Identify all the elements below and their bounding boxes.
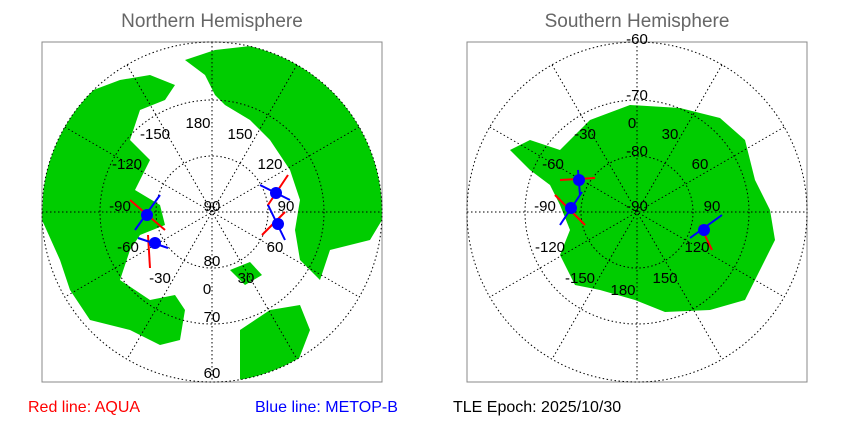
grid-label: -150 bbox=[140, 126, 170, 143]
grid-label: -60 bbox=[626, 31, 648, 48]
grid-label: 70 bbox=[204, 309, 221, 326]
grid-label: 180 bbox=[610, 282, 635, 299]
grid-label: 60 bbox=[692, 156, 709, 173]
grid-meridian bbox=[551, 64, 723, 360]
grid-label: -60 bbox=[117, 239, 139, 256]
grid-label: 120 bbox=[257, 156, 282, 173]
legend-metop: Blue line: METOP-B bbox=[255, 399, 398, 416]
grid-label: 150 bbox=[652, 270, 677, 287]
grid-label: 30 bbox=[662, 126, 679, 143]
grid-circle bbox=[99, 99, 325, 325]
grid-label: -30 bbox=[574, 126, 596, 143]
grid-label: -150 bbox=[565, 270, 595, 287]
land bbox=[510, 105, 775, 312]
grid-meridian bbox=[64, 126, 360, 298]
grid-circle bbox=[524, 99, 750, 325]
grid-label: -120 bbox=[112, 156, 142, 173]
grid-label: 150 bbox=[227, 126, 252, 143]
grid-label: -30 bbox=[149, 270, 171, 287]
grid-circle bbox=[155, 155, 269, 269]
grid-label: -120 bbox=[535, 239, 565, 256]
grid-label: 30 bbox=[238, 270, 255, 287]
grid-label: -90 bbox=[534, 198, 556, 215]
grid-meridian bbox=[126, 64, 298, 360]
grid-meridian bbox=[489, 126, 785, 298]
grid-label: 0 bbox=[628, 115, 636, 132]
grid-label: -60 bbox=[542, 156, 564, 173]
grid-label: 60 bbox=[267, 239, 284, 256]
grid-label: -90 bbox=[109, 198, 131, 215]
grid-label: -70 bbox=[626, 87, 648, 104]
panel-title: Southern Hemisphere bbox=[545, 11, 730, 32]
legend-aqua: Red line: AQUA bbox=[28, 399, 140, 416]
satellite-markers bbox=[129, 169, 723, 269]
grid-meridian bbox=[126, 64, 298, 360]
grid-label: 120 bbox=[684, 239, 709, 256]
tle-epoch: TLE Epoch: 2025/10/30 bbox=[453, 399, 621, 416]
grid-label: 80 bbox=[204, 253, 221, 270]
panel-title: Northern Hemisphere bbox=[121, 11, 303, 32]
grid-meridian bbox=[551, 64, 723, 360]
grid-meridian bbox=[64, 126, 360, 298]
grid-label: 180 bbox=[185, 115, 210, 132]
grid-label: 90 bbox=[704, 198, 721, 215]
grid-label: 0 bbox=[203, 281, 211, 298]
grid-label: 90 bbox=[278, 198, 295, 215]
grid-circle bbox=[580, 155, 694, 269]
grid-label: 90 bbox=[204, 198, 221, 215]
grid-label: -80 bbox=[626, 143, 648, 160]
grid-label: -90 bbox=[626, 198, 648, 215]
grid-label: 60 bbox=[204, 365, 221, 382]
grid-meridian bbox=[489, 126, 785, 298]
